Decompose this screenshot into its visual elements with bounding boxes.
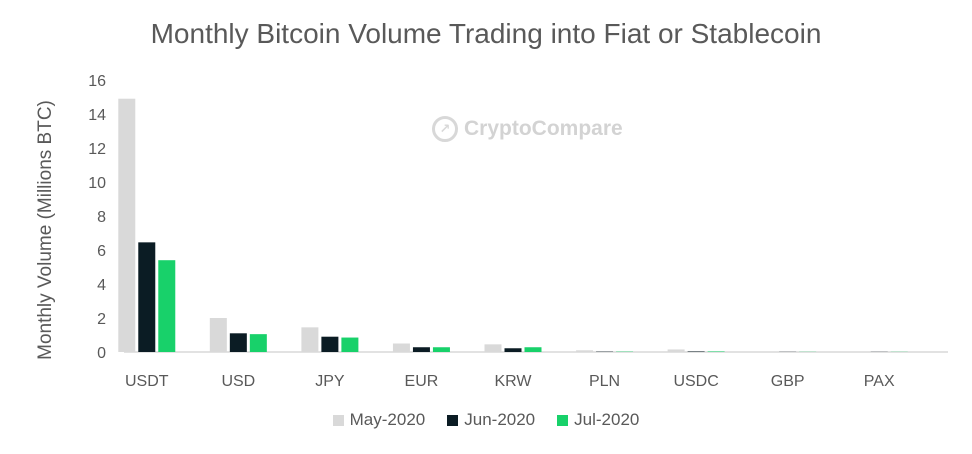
x-tick-label: PLN [589,373,620,390]
y-tick-label: 0 [97,345,106,362]
bar-jul-2020-usdt [158,260,176,352]
cryptocompare-logo-icon: ↗ [432,116,458,142]
bar-jul-2020-usd [249,334,267,352]
legend-label: Jul-2020 [574,410,640,429]
bar-jun-2020-usdt [138,242,156,352]
x-tick-label: EUR [405,373,439,390]
legend-item: Jun-2020 [447,410,535,430]
watermark: ↗ CryptoCompare [432,116,623,142]
x-tick-label: GBP [771,373,805,390]
y-tick-label: 16 [88,73,106,90]
y-tick-label: 10 [88,175,106,192]
bar-jul-2020-eur [432,347,450,352]
bar-jun-2020-usdc [687,351,705,352]
bar-may-2020-usd [209,318,227,352]
legend-swatch [557,414,569,426]
y-tick-label: 12 [88,141,106,158]
bar-jul-2020-krw [524,347,542,352]
y-tick-label: 2 [97,311,106,328]
bar-jul-2020-jpy [341,337,359,352]
legend-swatch [447,414,459,426]
watermark-text: CryptoCompare [464,117,623,140]
legend-label: May-2020 [349,410,426,429]
chart-title: Monthly Bitcoin Volume Trading into Fiat… [150,18,822,49]
bar-may-2020-pln [576,350,594,352]
legend-item: May-2020 [332,410,426,430]
bar-may-2020-usdc [667,349,685,352]
bar-jun-2020-eur [412,347,430,352]
bar-may-2020-krw [484,344,502,352]
legend: May-2020 Jun-2020 Jul-2020 [0,410,972,430]
x-tick-label: USD [221,373,255,390]
legend-item: Jul-2020 [557,410,639,430]
y-tick-label: 6 [97,243,106,260]
bar-may-2020-eur [392,343,410,352]
bar-jun-2020-usd [229,333,247,352]
x-tick-label: USDC [673,373,718,390]
x-tick-label: JPY [315,373,345,390]
y-tick-label: 14 [88,107,106,124]
x-tick-label: KRW [494,373,532,390]
bar-jun-2020-jpy [321,336,339,352]
bar-jul-2020-usdc [707,351,725,352]
legend-label: Jun-2020 [464,410,536,429]
bar-may-2020-usdt [118,98,136,352]
x-tick-label: USDT [125,373,169,390]
y-tick-label: 8 [97,209,106,226]
legend-swatch [332,414,344,426]
bar-jun-2020-krw [504,348,522,352]
bar-may-2020-jpy [301,327,319,352]
x-tick-label: PAX [864,373,895,390]
y-tick-label: 4 [97,277,106,294]
